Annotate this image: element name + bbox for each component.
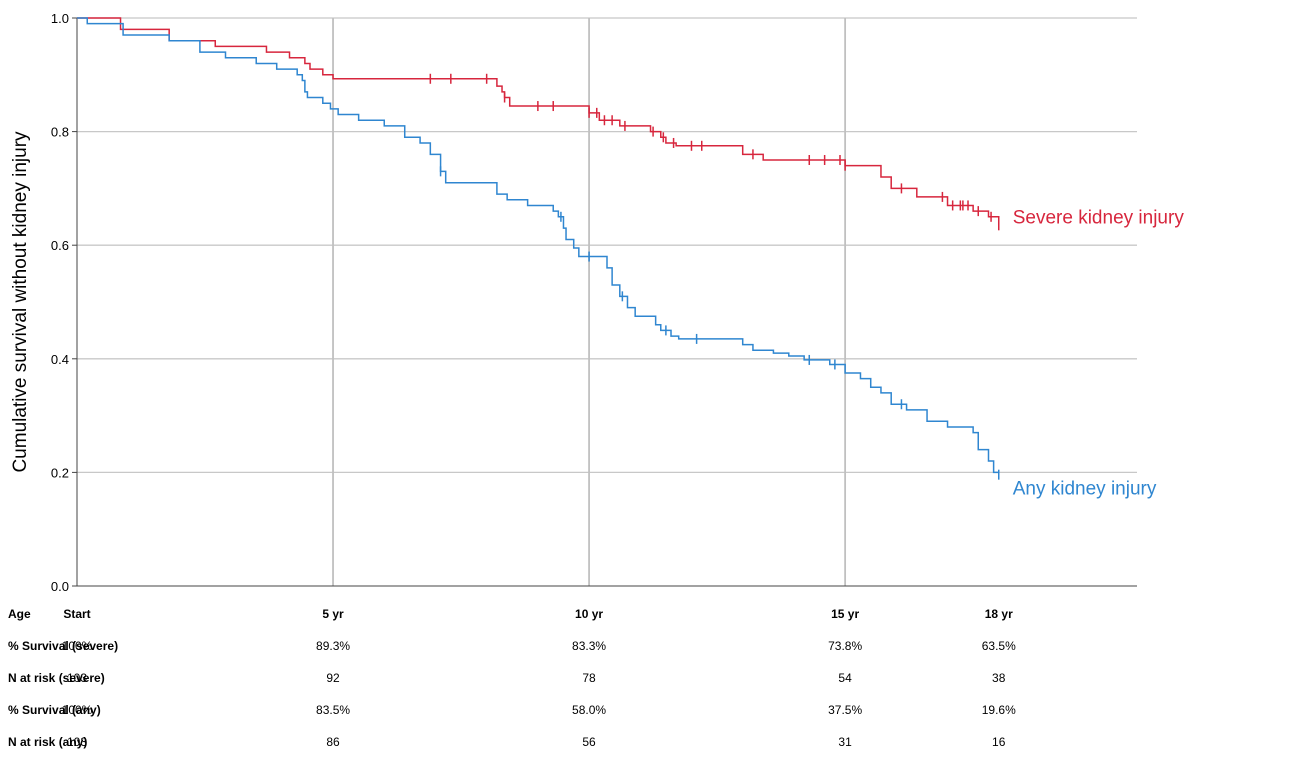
- risk-table-row-label: % Survival (any): [8, 703, 101, 717]
- risk-table-cell: 63.5%: [981, 639, 1016, 653]
- risk-table-row-label: % Survival (severe): [8, 639, 119, 653]
- risk-table-column-header: 5 yr: [322, 607, 344, 621]
- risk-table-cell: 103: [66, 671, 88, 685]
- risk-table-header-label: Age: [8, 607, 31, 621]
- y-axis-label: Cumulative survival without kidney injur…: [10, 131, 31, 473]
- risk-table-cell: 37.5%: [828, 703, 863, 717]
- y-tick-label: 0.4: [51, 352, 69, 367]
- risk-table-column-header: 10 yr: [575, 607, 604, 621]
- risk-table-cell: 92: [326, 671, 340, 685]
- risk-table-cell: 54: [838, 671, 852, 685]
- y-tick-label: 0.8: [51, 125, 69, 140]
- risk-table-row-label: N at risk (severe): [8, 671, 105, 685]
- y-tick-label: 0.2: [51, 465, 69, 480]
- series-line-1: [77, 17, 1000, 475]
- risk-table-cell: 100%: [61, 639, 93, 653]
- risk-table-cell: 89.3%: [316, 639, 351, 653]
- risk-table-cell: 86: [326, 735, 340, 749]
- risk-table-column-header: 15 yr: [831, 607, 860, 621]
- survival-chart: 0.0 0.2 0.4 0.6 0.8 1.0 Cumulative survival wi…: [10, 11, 1185, 594]
- risk-table-cell: 16: [992, 735, 1006, 749]
- risk-table-cell: 78: [582, 671, 596, 685]
- risk-table-cell: 19.6%: [981, 703, 1016, 717]
- risk-table-header: Age Start 5 yr 10 yr 15 yr 18 yr: [0, 607, 1301, 631]
- risk-table-row: % Survival (any) 100% 83.5% 58.0% 37.5% 19.6%: [0, 703, 1301, 727]
- risk-table-column-header: 18 yr: [984, 607, 1013, 621]
- series-label-0: Severe kidney injury: [1013, 207, 1185, 228]
- risk-table: Age Start 5 yr 10 yr 15 yr 18 yr % Survival (s…: [0, 600, 1301, 749]
- risk-table-row: N at risk (any) 103 86 56 31 16: [0, 735, 1301, 759]
- risk-table-cell: 58.0%: [572, 703, 607, 717]
- series-line-0: [77, 17, 1000, 226]
- risk-table-row: N at risk (severe) 103 92 78 54 38: [0, 671, 1301, 695]
- risk-table-cell: 56: [582, 735, 596, 749]
- risk-table-column-header: Start: [63, 607, 91, 621]
- risk-table-cell: 73.8%: [828, 639, 863, 653]
- y-tick-label: 1.0: [51, 11, 69, 26]
- risk-table-cell: 83.3%: [572, 639, 607, 653]
- series-label-1: Any kidney injury: [1013, 479, 1157, 500]
- risk-table-cell: 38: [992, 671, 1006, 685]
- risk-table-cell: 83.5%: [316, 703, 351, 717]
- risk-table-cell: 31: [838, 735, 852, 749]
- y-tick-label: 0.6: [51, 238, 69, 253]
- risk-table-row: % Survival (severe) 100% 89.3% 83.3% 73.8% 63…: [0, 639, 1301, 663]
- risk-table-cell: 100%: [61, 703, 93, 717]
- risk-table-cell: 103: [66, 735, 88, 749]
- y-tick-label: 0.0: [51, 579, 69, 594]
